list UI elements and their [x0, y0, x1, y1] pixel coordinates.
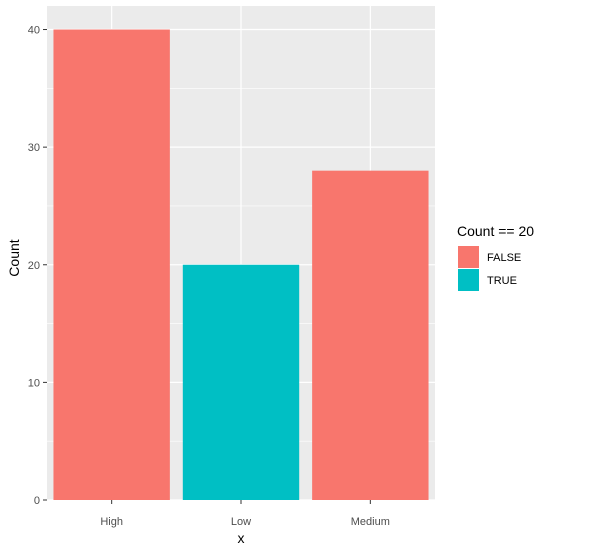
y-tick-label: 30 — [28, 142, 40, 154]
legend-label: TRUE — [487, 275, 517, 287]
y-axis-title: Count — [6, 239, 22, 276]
y-tick-label: 0 — [34, 495, 40, 507]
bar-medium — [312, 170, 429, 500]
legend: Count == 20 FALSE TRUE — [457, 223, 534, 291]
y-tick-label: 40 — [28, 25, 40, 37]
y-tick-label: 20 — [28, 260, 40, 272]
x-axis-ticks: High Low Medium — [100, 500, 390, 528]
x-tick-label: Medium — [351, 516, 390, 528]
legend-entries: FALSE TRUE — [458, 246, 521, 291]
legend-label: FALSE — [487, 252, 521, 264]
bar-low — [182, 264, 300, 500]
y-axis-ticks: 0 10 20 30 40 — [28, 25, 47, 507]
legend-key-true — [458, 269, 479, 291]
legend-key-false — [458, 246, 479, 268]
bar-high — [53, 29, 170, 501]
legend-title: Count == 20 — [457, 223, 534, 239]
y-tick-label: 10 — [28, 377, 40, 389]
x-tick-label: High — [100, 516, 123, 528]
bars — [53, 29, 429, 501]
x-axis-title: x — [238, 530, 245, 546]
x-tick-label: Low — [231, 516, 251, 528]
